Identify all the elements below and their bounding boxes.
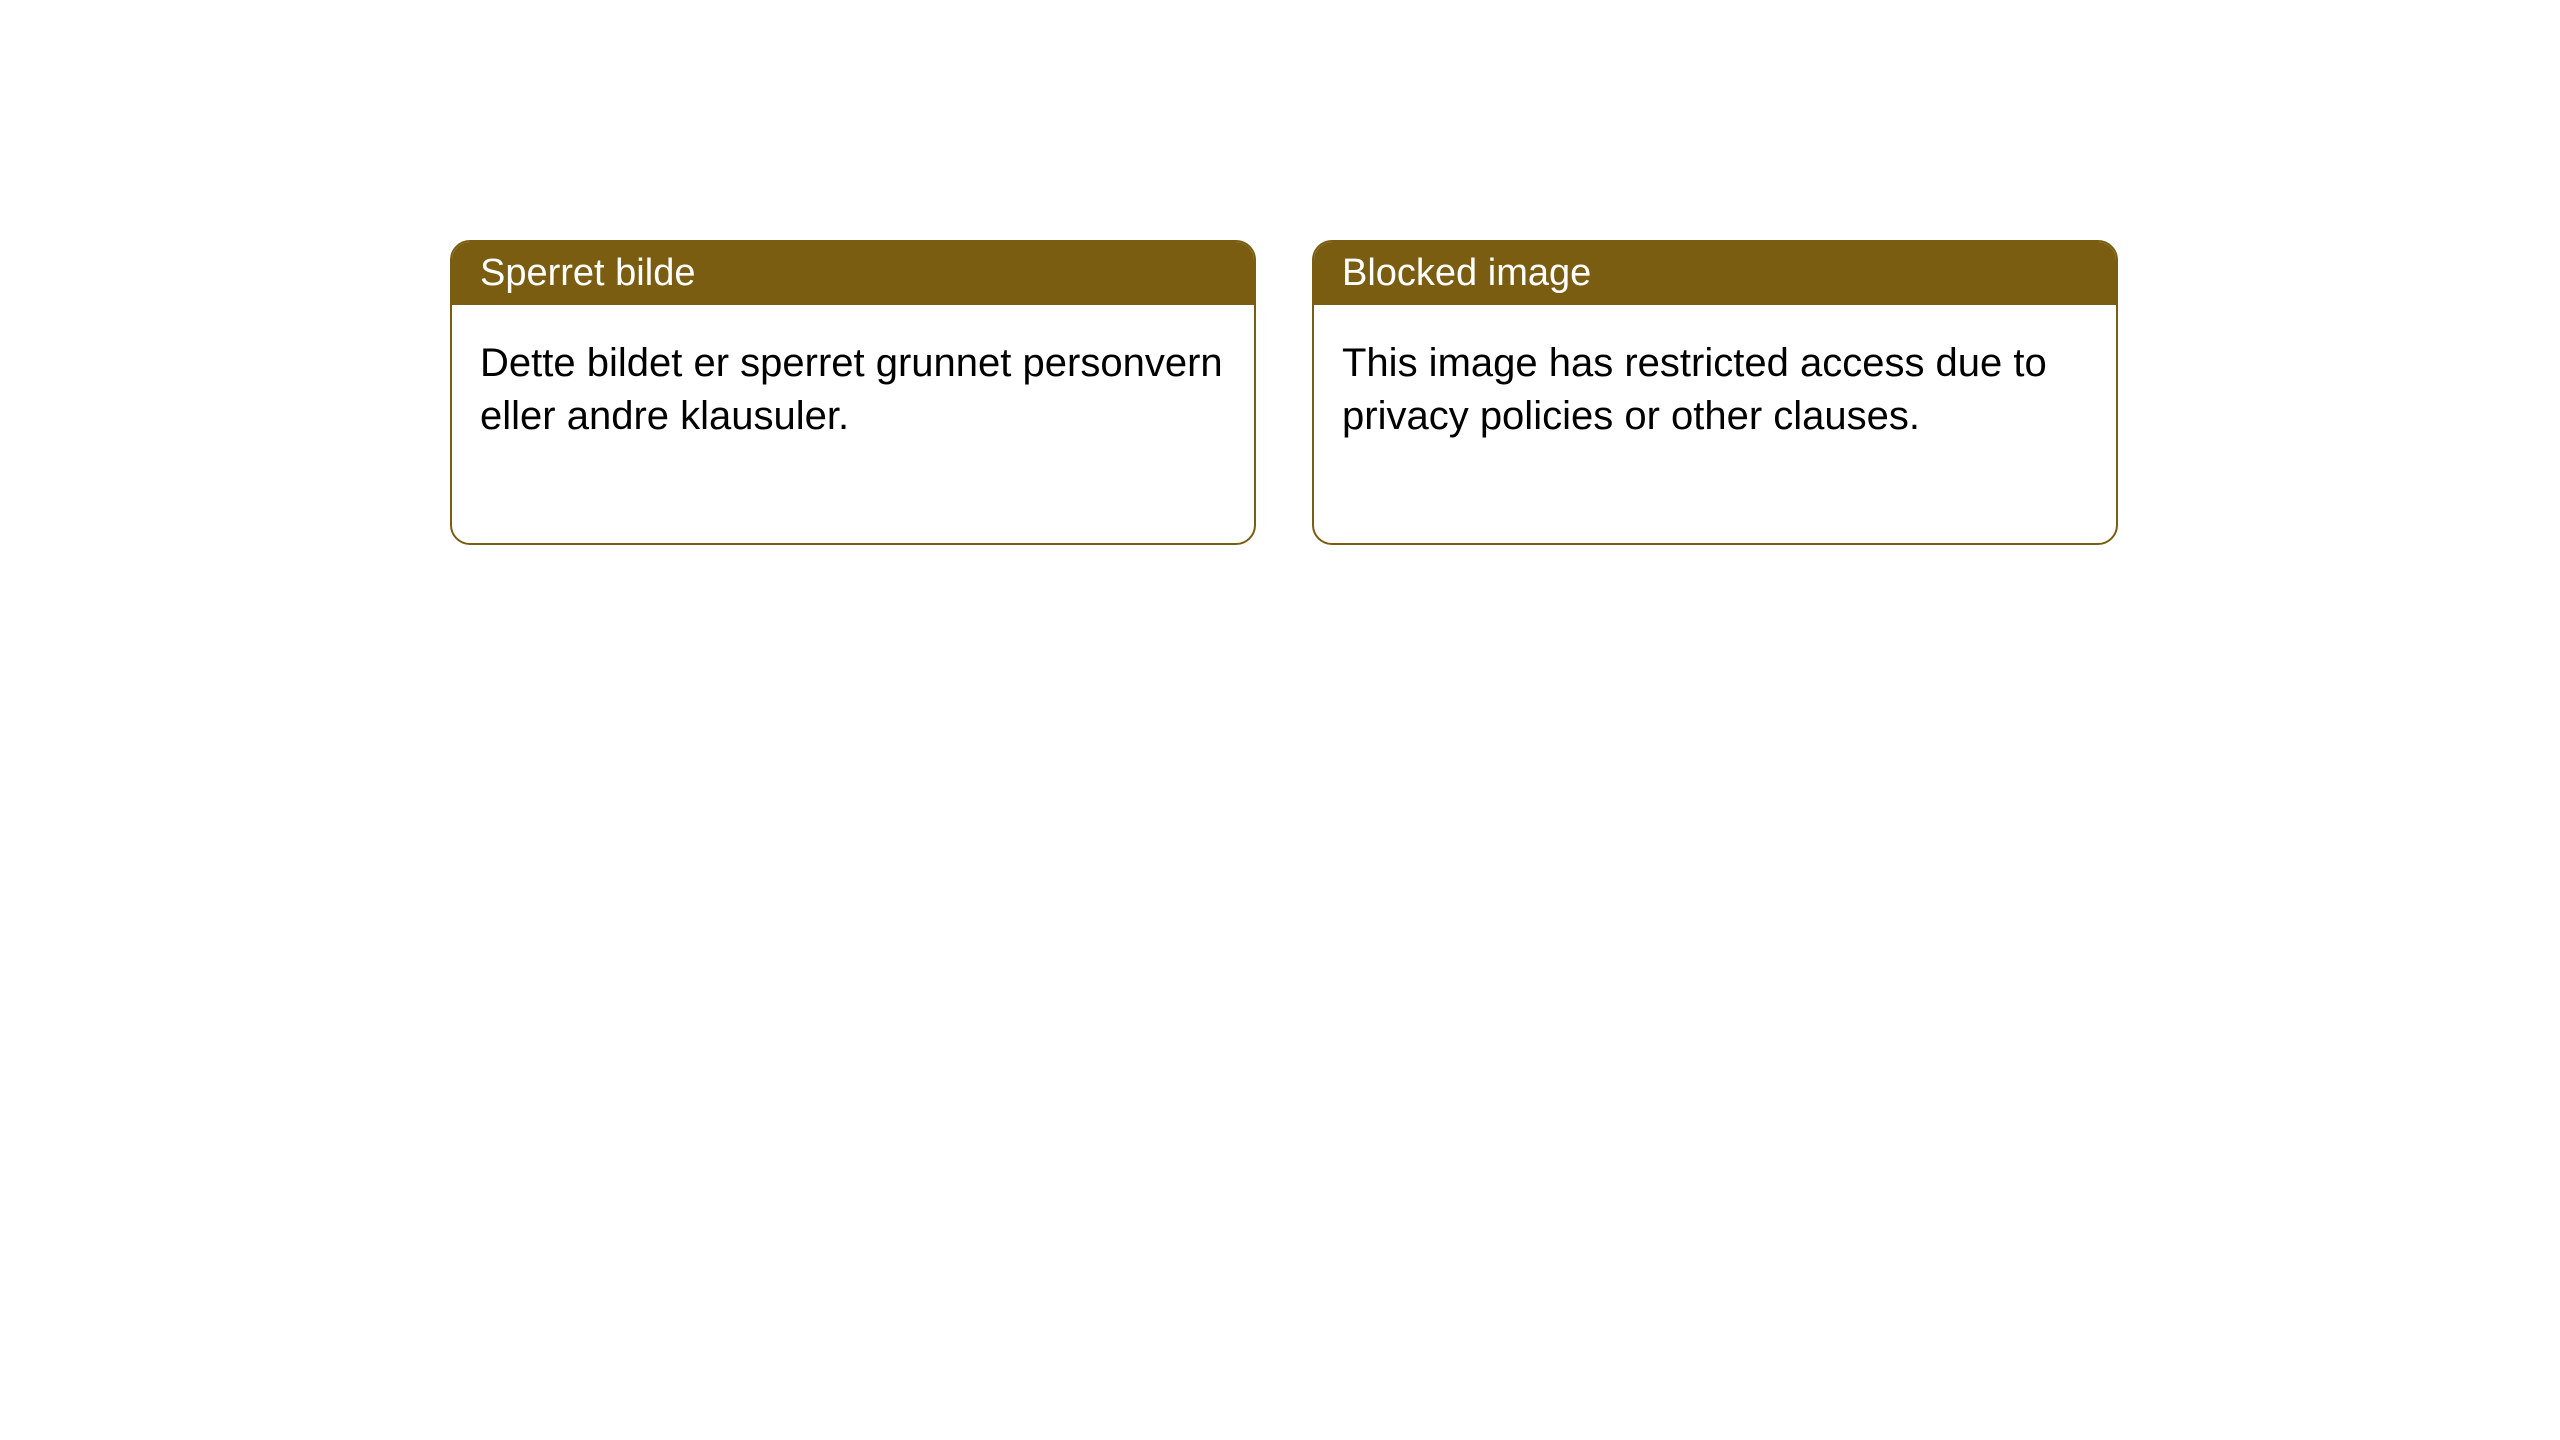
card-body: This image has restricted access due to … xyxy=(1314,305,2116,543)
notice-cards-container: Sperret bilde Dette bildet er sperret gr… xyxy=(450,240,2118,545)
card-title: Blocked image xyxy=(1342,252,1591,294)
card-body-text: This image has restricted access due to … xyxy=(1342,341,2047,438)
card-body: Dette bildet er sperret grunnet personve… xyxy=(452,305,1254,543)
notice-card-norwegian: Sperret bilde Dette bildet er sperret gr… xyxy=(450,240,1256,545)
card-title: Sperret bilde xyxy=(480,252,695,294)
card-header: Sperret bilde xyxy=(452,242,1254,305)
card-header: Blocked image xyxy=(1314,242,2116,305)
notice-card-english: Blocked image This image has restricted … xyxy=(1312,240,2118,545)
card-body-text: Dette bildet er sperret grunnet personve… xyxy=(480,341,1223,438)
